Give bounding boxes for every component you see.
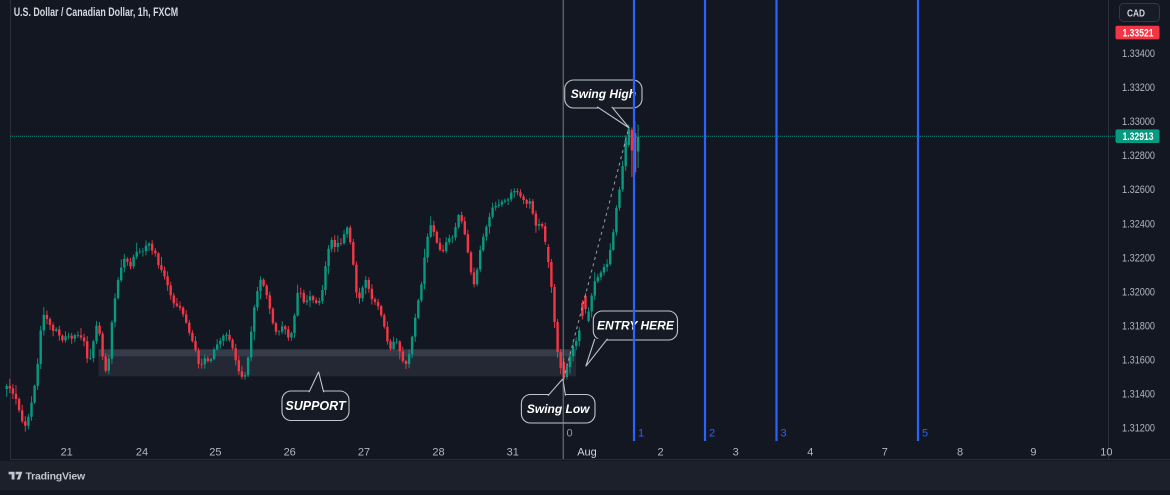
svg-text:Swing High: Swing High bbox=[571, 87, 636, 101]
svg-text:8: 8 bbox=[957, 447, 963, 459]
svg-text:U.S. Dollar / Canadian Dollar,: U.S. Dollar / Canadian Dollar, 1h, FXCM bbox=[14, 7, 179, 19]
svg-text:4: 4 bbox=[807, 447, 813, 459]
svg-text:24: 24 bbox=[136, 447, 148, 459]
svg-text:10: 10 bbox=[1100, 447, 1112, 459]
svg-text:1.32913: 1.32913 bbox=[1123, 131, 1154, 143]
svg-text:0: 0 bbox=[567, 428, 573, 440]
svg-text:21: 21 bbox=[61, 447, 73, 459]
svg-text:1.31200: 1.31200 bbox=[1122, 423, 1155, 435]
svg-text:7: 7 bbox=[882, 447, 888, 459]
svg-text:3: 3 bbox=[733, 447, 739, 459]
svg-text:1.32800: 1.32800 bbox=[1122, 150, 1155, 162]
svg-text:TradingView: TradingView bbox=[26, 470, 86, 482]
svg-text:26: 26 bbox=[284, 447, 296, 459]
svg-text:2: 2 bbox=[709, 428, 715, 440]
svg-text:1.33521: 1.33521 bbox=[1123, 27, 1154, 39]
svg-text:1.32000: 1.32000 bbox=[1122, 286, 1155, 298]
svg-text:5: 5 bbox=[922, 428, 928, 440]
svg-text:ENTRY HERE: ENTRY HERE bbox=[597, 319, 675, 333]
svg-text:1.32400: 1.32400 bbox=[1122, 218, 1155, 230]
svg-text:1.31600: 1.31600 bbox=[1122, 354, 1155, 366]
svg-text:9: 9 bbox=[1030, 447, 1036, 459]
svg-text:1.33000: 1.33000 bbox=[1122, 116, 1155, 128]
svg-text:Swing Low: Swing Low bbox=[527, 402, 590, 416]
svg-text:28: 28 bbox=[432, 447, 444, 459]
svg-text:1.33200: 1.33200 bbox=[1122, 82, 1155, 94]
svg-text:2: 2 bbox=[658, 447, 664, 459]
svg-text:SUPPORT: SUPPORT bbox=[285, 399, 347, 413]
svg-text:1.31800: 1.31800 bbox=[1122, 320, 1155, 332]
svg-text:3: 3 bbox=[781, 428, 787, 440]
svg-text:CAD: CAD bbox=[1127, 7, 1145, 19]
svg-text:Aug: Aug bbox=[577, 447, 597, 459]
svg-text:1.32600: 1.32600 bbox=[1122, 184, 1155, 196]
svg-text:1.32200: 1.32200 bbox=[1122, 252, 1155, 264]
svg-text:31: 31 bbox=[507, 447, 519, 459]
svg-text:1: 1 bbox=[638, 428, 644, 440]
svg-text:1.33400: 1.33400 bbox=[1122, 48, 1155, 60]
svg-text:27: 27 bbox=[358, 447, 370, 459]
svg-text:25: 25 bbox=[209, 447, 221, 459]
svg-text:1.31400: 1.31400 bbox=[1122, 388, 1155, 400]
